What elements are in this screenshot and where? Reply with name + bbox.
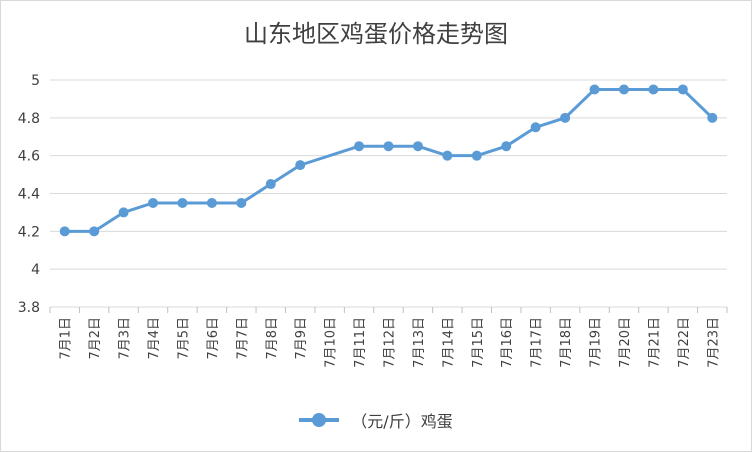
x-tick-label: 7月23日 xyxy=(706,317,721,368)
gridlines xyxy=(50,79,727,308)
x-tick-label: 7月14日 xyxy=(441,317,456,368)
x-tick-label: 7月4日 xyxy=(147,317,162,360)
x-axis xyxy=(49,307,728,313)
x-tick-label: 7月9日 xyxy=(294,317,309,360)
x-tick-label: 7月20日 xyxy=(618,317,633,368)
x-tick-label: 7月22日 xyxy=(677,317,692,368)
data-point xyxy=(648,84,659,95)
x-tick-label: 7月18日 xyxy=(559,317,574,368)
y-axis-ticks: 3.8 4 4.2 4.4 4.6 4.8 5 xyxy=(18,73,40,316)
data-point xyxy=(265,179,276,190)
data-point xyxy=(618,84,629,95)
x-tick-label: 7月16日 xyxy=(500,317,515,368)
x-tick-label: 7月5日 xyxy=(176,317,191,360)
data-point xyxy=(354,141,365,152)
x-tick-label: 7月3日 xyxy=(118,317,133,360)
data-point xyxy=(59,226,70,237)
x-tick-label: 7月8日 xyxy=(265,317,280,360)
x-tick-label: 7月12日 xyxy=(383,317,398,368)
data-point xyxy=(560,112,571,123)
data-point xyxy=(89,226,100,237)
data-point xyxy=(383,141,394,152)
data-point xyxy=(589,84,600,95)
data-point xyxy=(677,84,688,95)
data-point xyxy=(707,112,718,123)
x-tick-label: 7月2日 xyxy=(88,317,103,360)
chart-title: 山东地区鸡蛋价格走势图 xyxy=(244,20,508,48)
x-tick-label: 7月17日 xyxy=(530,317,545,368)
y-tick-label: 3.8 xyxy=(18,300,40,316)
data-point xyxy=(295,160,306,171)
data-point xyxy=(206,197,217,208)
y-tick-label: 4 xyxy=(31,262,40,278)
y-tick-label: 4.8 xyxy=(18,111,40,127)
x-tick-label: 7月15日 xyxy=(471,317,486,368)
data-point xyxy=(177,197,188,208)
data-point xyxy=(442,150,453,161)
x-tick-label: 7月6日 xyxy=(206,317,221,360)
x-axis-ticks: 7月1日 7月2日 7月3日 7月4日 7月5日 7月6日 7月7日 7月8日 7月9日 7月10… xyxy=(59,317,722,368)
y-tick-label: 4.4 xyxy=(18,187,40,203)
data-point xyxy=(412,141,423,152)
data-point xyxy=(501,141,512,152)
data-point xyxy=(118,207,129,218)
data-point xyxy=(530,122,541,133)
y-tick-label: 4.2 xyxy=(18,224,40,240)
data-point xyxy=(471,150,482,161)
x-tick-label: 7月19日 xyxy=(589,317,604,368)
y-tick-label: 4.6 xyxy=(18,149,40,165)
x-tick-label: 7月7日 xyxy=(235,317,250,360)
x-tick-label: 7月1日 xyxy=(59,317,74,360)
x-tick-label: 7月13日 xyxy=(412,317,427,368)
legend-label: （元/斤）鸡蛋 xyxy=(351,412,453,431)
series-layer xyxy=(59,84,718,237)
legend: （元/斤）鸡蛋 xyxy=(0,408,752,432)
data-point xyxy=(236,197,247,208)
data-point xyxy=(148,197,159,208)
x-tick-label: 7月11日 xyxy=(353,317,368,368)
y-tick-label: 5 xyxy=(31,73,40,89)
series-line xyxy=(64,87,714,233)
x-tick-label: 7月10日 xyxy=(324,317,339,368)
legend-swatch xyxy=(299,413,340,427)
x-tick-label: 7月21日 xyxy=(647,317,662,368)
